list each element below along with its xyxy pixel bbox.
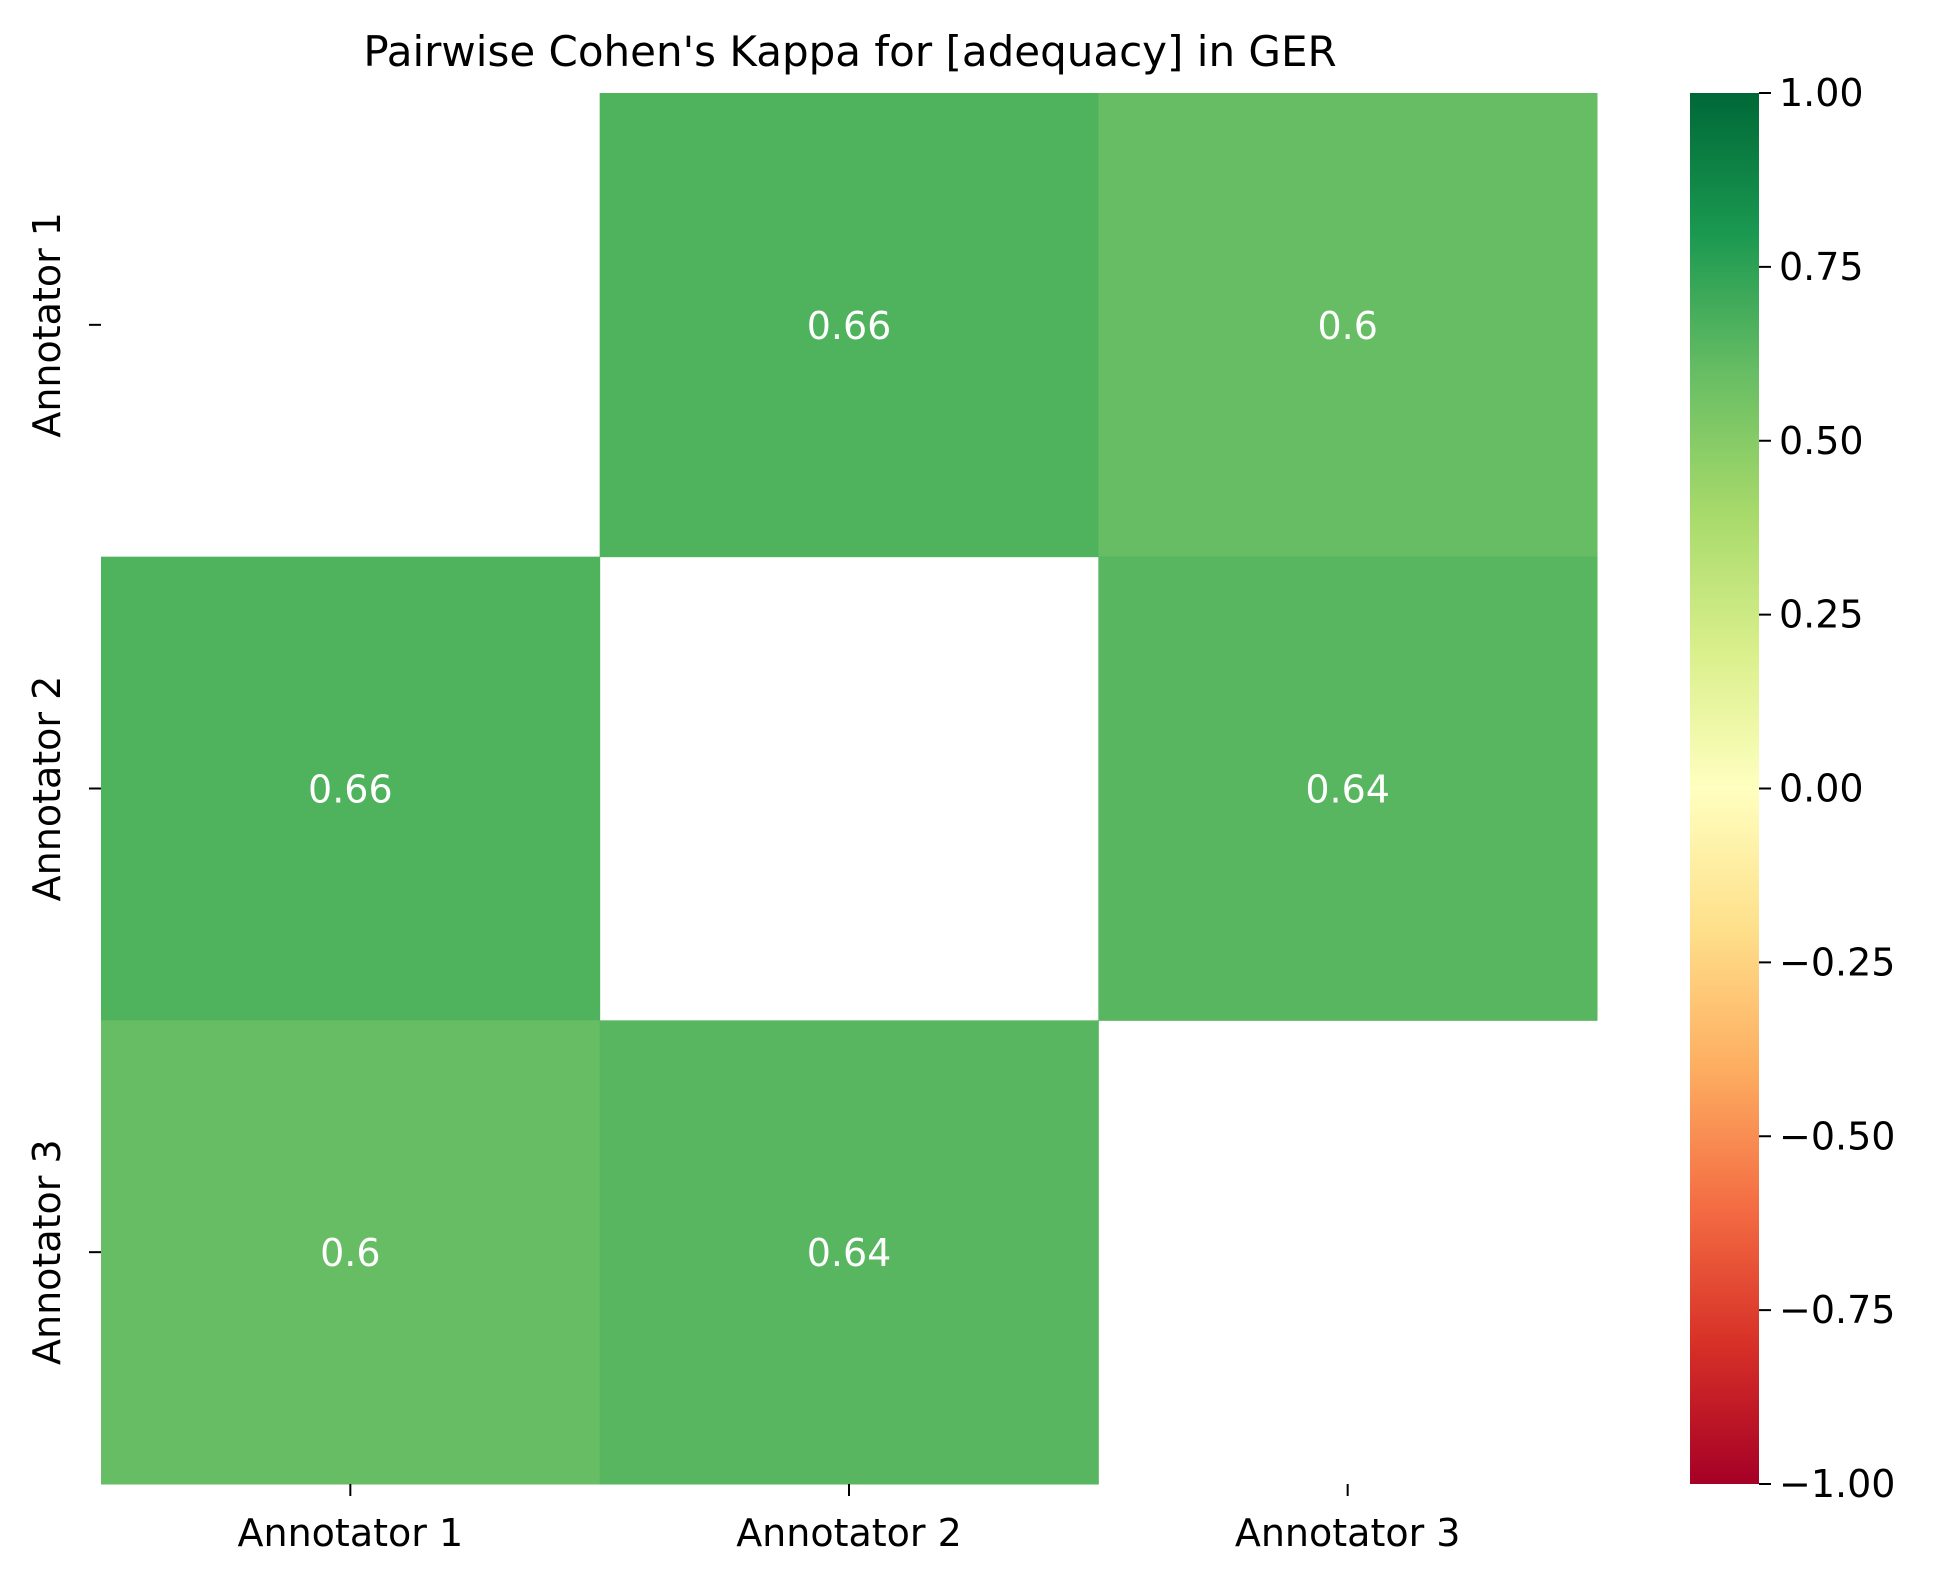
chart-title: Pairwise Cohen's Kappa for [adequacy] in… <box>363 27 1336 76</box>
colorbar: 1.00 0.75 0.50 0.25 0.00 −0.25 −0.50 −0.75 −1.00 <box>1690 71 1895 1506</box>
y-tick-label-1: Annotator 1 <box>25 212 69 438</box>
cell-label-r3-c1: 0.6 <box>320 1231 380 1275</box>
heatmap-cell-labels: 0.66 0.6 0.66 0.64 0.6 0.64 <box>308 304 1390 1275</box>
heatmap-cells <box>101 93 1598 1485</box>
colorbar-gradient <box>1690 93 1759 1484</box>
colorbar-tick-label-5: 0.00 <box>1779 767 1864 811</box>
x-tick-label-3: Annotator 3 <box>1235 1511 1461 1555</box>
cell-label-r1-c3: 0.6 <box>1317 304 1377 348</box>
x-tick-label-1: Annotator 1 <box>238 1511 464 1555</box>
y-tick-label-2: Annotator 2 <box>25 676 69 902</box>
colorbar-ticks: 1.00 0.75 0.50 0.25 0.00 −0.25 −0.50 −0.75 −1.00 <box>1759 71 1895 1506</box>
heatmap-cell-r2-c3 <box>1098 556 1598 1021</box>
colorbar-tick-label-4: 0.25 <box>1779 593 1864 637</box>
colorbar-tick-label-6: −0.25 <box>1779 940 1895 984</box>
y-tick-label-3: Annotator 3 <box>25 1139 69 1365</box>
colorbar-tick-label-8: −0.75 <box>1779 1288 1895 1332</box>
heatmap-cell-r3-c2 <box>599 1020 1099 1485</box>
heatmap-cell-r1-c3 <box>1098 93 1598 558</box>
cell-label-r3-c2: 0.64 <box>807 1231 892 1275</box>
cell-label-r2-c1: 0.66 <box>308 768 393 812</box>
cell-label-r1-c2: 0.66 <box>807 304 892 348</box>
colorbar-tick-label-2: 0.75 <box>1779 245 1864 289</box>
cell-label-r2-c3: 0.64 <box>1305 768 1390 812</box>
heatmap-cell-r1-c2 <box>599 93 1099 558</box>
colorbar-tick-label-7: −0.50 <box>1779 1114 1895 1158</box>
colorbar-tick-label-1: 1.00 <box>1779 71 1864 115</box>
heatmap-cell-r3-c1 <box>101 1020 601 1485</box>
colorbar-tick-label-3: 0.50 <box>1779 419 1864 463</box>
x-tick-label-2: Annotator 2 <box>736 1511 962 1555</box>
x-axis: Annotator 1 Annotator 2 Annotator 3 <box>238 1484 1461 1555</box>
colorbar-tick-label-9: −1.00 <box>1779 1462 1895 1506</box>
heatmap-cell-r2-c1 <box>101 556 601 1021</box>
y-axis: Annotator 1 Annotator 2 Annotator 3 <box>25 212 101 1365</box>
